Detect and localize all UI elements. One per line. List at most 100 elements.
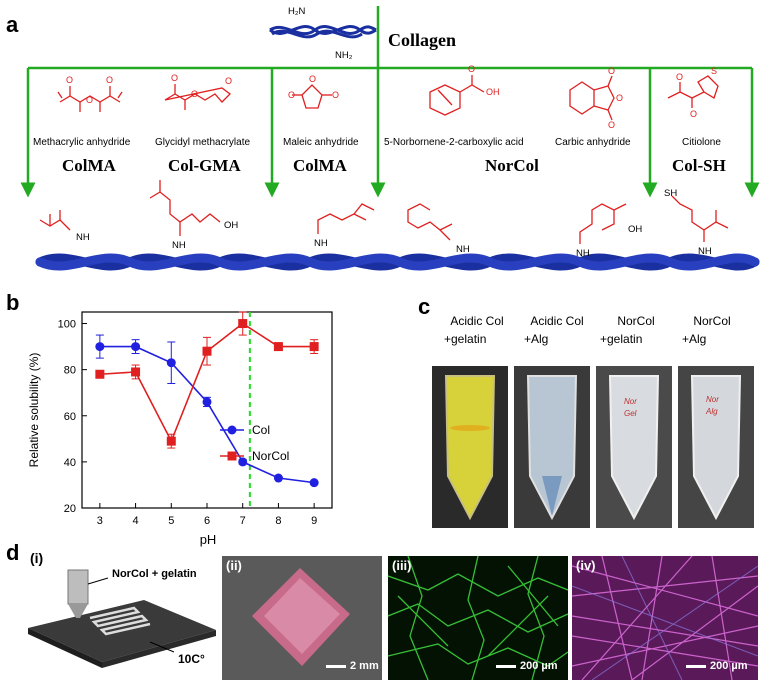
- temperature-label: 10C°: [178, 652, 205, 666]
- svg-text:S: S: [711, 66, 717, 76]
- svg-text:O: O: [288, 90, 295, 100]
- product-colma-1: ColMA: [62, 156, 116, 175]
- point-col-7: [238, 457, 248, 467]
- product-norcol: NorCol: [485, 156, 539, 175]
- point-norcol-4: [131, 367, 141, 377]
- collagen-helix-bottom: [35, 253, 760, 271]
- collagen-label: Collagen: [388, 30, 457, 50]
- tube-label-2-line1: Acidic Col: [530, 314, 584, 328]
- tube-label-2: Acidic Col +Alg: [518, 312, 596, 348]
- tube-label-3: NorCol +gelatin: [600, 312, 672, 348]
- svg-text:O: O: [309, 74, 316, 84]
- tube-label-4: NorCol +Alg: [676, 312, 748, 348]
- x-tick-label-5: 5: [168, 515, 174, 527]
- svg-text:O: O: [676, 72, 683, 82]
- svg-text:O: O: [191, 89, 198, 99]
- ink-label: NorCol + gelatin: [112, 568, 197, 580]
- panel-c-letter: c: [418, 294, 431, 319]
- point-col-9: [309, 478, 319, 488]
- y-tick-label-100: 100: [58, 319, 76, 331]
- tube-4-writing-2: Alg: [705, 407, 718, 416]
- point-norcol-8: [273, 342, 283, 352]
- scale-iv-text: 200 µm: [710, 660, 748, 672]
- svg-text:O: O: [608, 66, 615, 76]
- y-tick-label-20: 20: [64, 503, 76, 515]
- scale-bar-iv: 200 µm: [686, 660, 748, 672]
- product-colma-2: ColMA: [293, 156, 347, 175]
- svg-text:O: O: [690, 109, 697, 119]
- y-tick-label-60: 60: [64, 411, 76, 423]
- printing-schematic: [28, 569, 216, 668]
- tube-label-3-line1: NorCol: [617, 314, 655, 328]
- svg-text:O: O: [468, 64, 475, 74]
- svg-text:O: O: [225, 76, 232, 86]
- reagent-carbic-anhydride: Carbic anhydride: [555, 137, 631, 148]
- tube-label-1-line1: Acidic Col: [450, 314, 504, 328]
- panel-a-letter: a: [6, 12, 19, 37]
- product-col-gma: Col-GMA: [168, 156, 241, 175]
- svg-text:O: O: [608, 120, 615, 130]
- point-col-4: [131, 342, 141, 352]
- point-norcol-3: [95, 369, 105, 379]
- x-axis-label: pH: [200, 532, 217, 547]
- point-col-8: [273, 473, 283, 483]
- reagent-maleic-anhydride: Maleic anhydride: [283, 137, 359, 148]
- x-tick-label-3: 3: [97, 515, 103, 527]
- panel-b-letter: b: [6, 290, 20, 315]
- reagent-norbornene-carboxylic-acid: 5-Norbornene-2-carboxylic acid: [384, 137, 524, 148]
- svg-text:O: O: [171, 73, 178, 83]
- prod1-nh: NH: [76, 232, 90, 243]
- point-col-6: [202, 397, 212, 407]
- y-axis-label: Relative solubility (%): [27, 353, 41, 468]
- scale-iii-text: 200 µm: [520, 660, 558, 672]
- product-col-sh: Col-SH: [672, 156, 726, 175]
- point-col-5: [166, 358, 176, 368]
- tube-label-4-line2: +Alg: [682, 332, 707, 346]
- tube-photos: Nor Gel Nor Alg: [432, 366, 754, 528]
- svg-text:O: O: [106, 75, 113, 85]
- reagent-methacrylic-anhydride: Methacrylic anhydride: [33, 137, 131, 148]
- scale-ii-text: 2 mm: [350, 660, 379, 672]
- point-norcol-7: [238, 319, 248, 329]
- tube-3-writing-2: Gel: [624, 409, 637, 418]
- prod4-nh: NH: [456, 244, 470, 255]
- y-tick-label-40: 40: [64, 457, 76, 469]
- tube-label-3-line2: +gelatin: [600, 332, 643, 346]
- legend-marker-norcol: [227, 451, 237, 461]
- prod6-nh: NH: [698, 246, 712, 257]
- photo-magenta-fluorescence: (iv) 200 µm: [572, 556, 758, 680]
- panel-d-iii-label: (iii): [392, 558, 412, 573]
- prod2-nh: NH: [172, 240, 186, 251]
- svg-text:O: O: [66, 75, 73, 85]
- x-tick-label-8: 8: [275, 515, 281, 527]
- x-tick-label-7: 7: [240, 515, 246, 527]
- prod6-sh: SH: [664, 188, 677, 199]
- collagen-helix-top: [269, 25, 377, 39]
- reagent-glycidyl-methacrylate: Glycidyl methacrylate: [155, 137, 251, 148]
- reagent-citiolone: Citiolone: [682, 137, 721, 148]
- panel-d-i-label: (i): [30, 550, 44, 566]
- nh2-label: NH₂: [335, 50, 353, 61]
- legend-label-col: Col: [252, 423, 270, 437]
- point-norcol-6: [202, 346, 212, 356]
- prod3-nh: NH: [314, 238, 328, 249]
- svg-text:OH: OH: [486, 87, 500, 97]
- prod5-oh: OH: [628, 224, 642, 235]
- photo-printed-scaffold: (ii) 2 mm: [222, 556, 382, 680]
- photo-green-fluorescence: (iii) 200 µm: [388, 556, 568, 680]
- svg-text:O: O: [332, 90, 339, 100]
- legend-marker-col: [227, 425, 237, 435]
- tube-4-writing-1: Nor: [706, 395, 719, 404]
- tube-label-1-line2: +gelatin: [444, 332, 487, 346]
- panel-d-iv-label: (iv): [576, 558, 596, 573]
- x-tick-label-4: 4: [133, 515, 139, 527]
- panel-a-diagram: O O O O O O O O O OH O O O O S O O H₂N NH₂ NH NH OH…: [20, 6, 760, 271]
- scale-bar-ii: 2 mm: [326, 660, 379, 672]
- prod5-nh: NH: [576, 248, 590, 259]
- x-tick-label-9: 9: [311, 515, 317, 527]
- scale-bar-iii: 200 µm: [496, 660, 558, 672]
- reagent-structures: [57, 75, 719, 121]
- panel-d-ii-label: (ii): [226, 558, 242, 573]
- solubility-chart: Relative solubility (%) pH 3 4 5 6 7 8 9 20 40 60…: [27, 311, 333, 547]
- prod2-oh: OH: [224, 220, 238, 231]
